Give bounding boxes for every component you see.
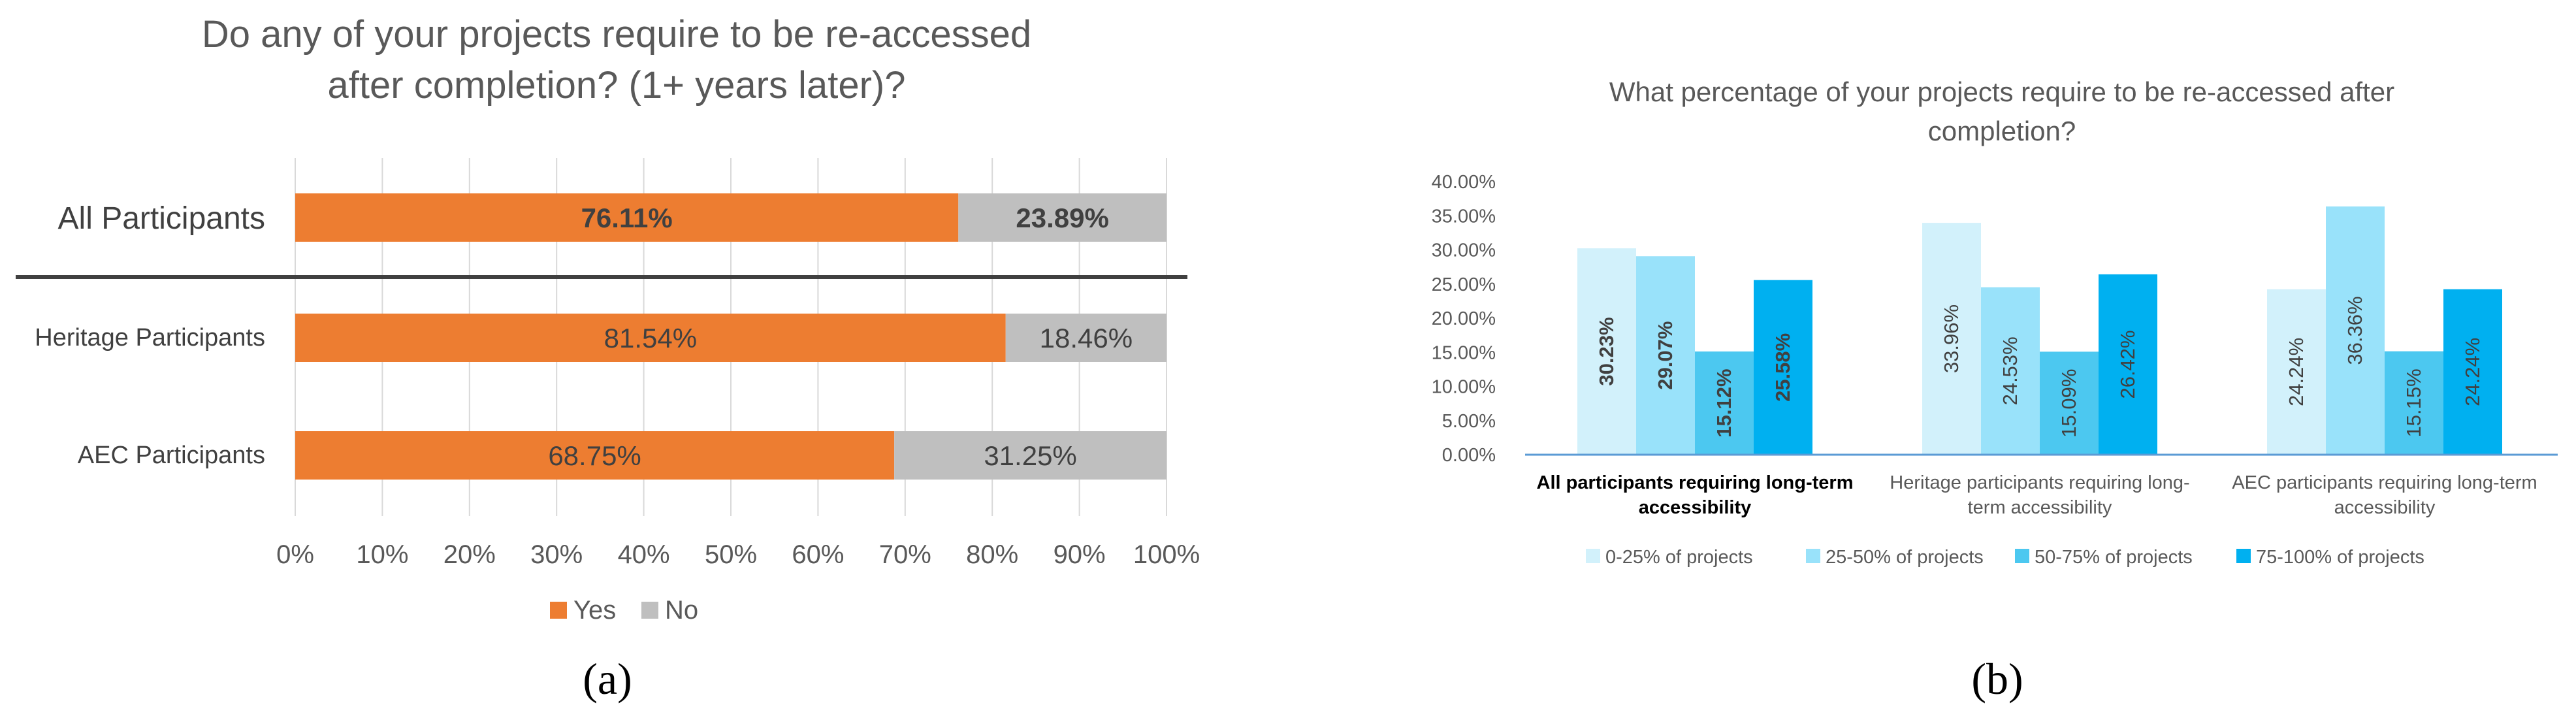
chart-b-bar <box>1577 248 1636 455</box>
chart-a-category-label: Heritage Participants <box>35 324 265 351</box>
chart-b-data-label: 26.42% <box>2116 330 2139 399</box>
chart-b-y-tick-label: 25.00% <box>1432 274 1496 295</box>
chart-b-caption: (b) <box>1971 654 2023 704</box>
chart-a-x-tick-label: 60% <box>792 540 844 569</box>
chart-b-category-label: All participants requiring long-term <box>1537 472 1854 493</box>
chart-b-data-label: 25.58% <box>1771 333 1794 402</box>
chart-b-y-tick-label: 10.00% <box>1432 377 1496 398</box>
chart-b-data-label: 24.53% <box>1999 336 2021 405</box>
chart-b-category-label: accessibility <box>2334 497 2436 518</box>
chart-b-bar <box>2040 351 2099 455</box>
chart-a-x-tick-label: 80% <box>966 540 1018 569</box>
chart-b-bar <box>2385 351 2443 455</box>
chart-a-bar-no <box>894 431 1167 480</box>
chart-b-y-tick-label: 5.00% <box>1442 411 1496 432</box>
chart-b-category-label: AEC participants requiring long-term <box>2232 472 2537 493</box>
chart-b-bar <box>1981 287 2040 455</box>
chart-b-data-label: 15.09% <box>2057 369 2080 438</box>
chart-b-bar <box>2099 274 2157 455</box>
chart-b: What percentage of your projects require… <box>1432 76 2558 704</box>
chart-b-bar <box>1695 351 1754 455</box>
chart-b-data-label: 36.36% <box>2343 296 2366 365</box>
chart-b-y-tick-label: 35.00% <box>1432 206 1496 227</box>
chart-b-y-tick-label: 15.00% <box>1432 342 1496 363</box>
chart-a-category-label: All Participants <box>58 201 265 236</box>
chart-a-data-label: 68.75% <box>548 440 641 471</box>
chart-b-y-tick-label: 40.00% <box>1432 172 1496 193</box>
chart-b-bar <box>1636 256 1695 455</box>
chart-a-x-tick-label: 0% <box>276 540 314 569</box>
chart-a-legend-swatch-yes <box>550 602 567 619</box>
chart-a-x-tick-label: 100% <box>1133 540 1200 569</box>
chart-b-legend-swatch <box>2236 549 2251 563</box>
chart-a-x-tick-label: 30% <box>530 540 583 569</box>
chart-b-data-label: 24.24% <box>2285 338 2308 406</box>
chart-a-legend-label: Yes <box>573 596 616 625</box>
chart-a-bar-no <box>958 193 1167 242</box>
chart-b-bar <box>1922 223 1981 455</box>
chart-a-title-line: Do any of your projects require to be re… <box>202 13 1031 56</box>
chart-b-legend-label: 75-100% of projects <box>2256 547 2424 568</box>
chart-a-data-label: 31.25% <box>984 440 1076 471</box>
chart-b-title-line: completion? <box>1928 116 2076 146</box>
chart-a-legend-swatch-no <box>641 602 658 619</box>
chart-b-legend-swatch <box>1806 549 1820 563</box>
chart-a-x-tick-label: 50% <box>705 540 757 569</box>
chart-b-y-tick-label: 0.00% <box>1442 445 1496 466</box>
chart-a-data-label: 18.46% <box>1040 323 1133 353</box>
chart-b-y-tick-label: 20.00% <box>1432 308 1496 329</box>
chart-b-title-line: What percentage of your projects require… <box>1609 76 2394 107</box>
chart-b-legend-label: 0-25% of projects <box>1605 547 1753 568</box>
chart-b-data-label: 24.24% <box>2461 338 2484 406</box>
chart-a-x-tick-label: 90% <box>1054 540 1106 569</box>
chart-b-legend-swatch <box>2015 549 2029 563</box>
chart-b-legend-label: 50-75% of projects <box>2035 547 2193 568</box>
chart-a-data-label: 81.54% <box>604 323 697 353</box>
chart-a-data-label: 76.11% <box>581 203 673 233</box>
chart-b-data-label: 15.12% <box>1713 368 1735 437</box>
chart-b-y-tick-label: 30.00% <box>1432 240 1496 261</box>
chart-a-x-tick-label: 10% <box>356 540 408 569</box>
chart-a-legend-label: No <box>665 596 698 625</box>
chart-b-data-label: 33.96% <box>1940 304 1963 373</box>
chart-a-data-label: 23.89% <box>1016 203 1108 233</box>
chart-b-bar <box>2267 289 2326 455</box>
chart-a-title-line: after completion? (1+ years later)? <box>328 64 906 106</box>
chart-b-bar <box>2326 206 2385 455</box>
chart-b-bar <box>1754 280 1812 455</box>
chart-a-bar-yes <box>295 314 1006 362</box>
chart-a-x-tick-label: 20% <box>443 540 496 569</box>
chart-a-x-tick-label: 70% <box>879 540 931 569</box>
chart-a-category-label: AEC Participants <box>78 442 265 469</box>
chart-b-category-label: accessibility <box>1639 497 1752 518</box>
chart-a-caption: (a) <box>583 654 632 704</box>
chart-a: Do any of your projects require to be re… <box>16 13 1200 704</box>
chart-b-data-label: 30.23% <box>1595 317 1618 385</box>
chart-a-bar-no <box>1005 314 1167 362</box>
chart-b-category-label: Heritage participants requiring long- <box>1890 472 2189 493</box>
chart-a-bar-yes <box>295 431 895 480</box>
chart-a-bar-yes <box>295 193 959 242</box>
chart-b-legend-label: 25-50% of projects <box>1826 547 1984 568</box>
chart-a-x-tick-label: 40% <box>618 540 670 569</box>
chart-b-data-label: 15.15% <box>2402 368 2425 437</box>
chart-b-data-label: 29.07% <box>1654 321 1677 390</box>
chart-b-legend-swatch <box>1586 549 1600 563</box>
chart-b-category-label: term accessibility <box>1968 497 2112 518</box>
chart-b-bar <box>2443 289 2502 455</box>
